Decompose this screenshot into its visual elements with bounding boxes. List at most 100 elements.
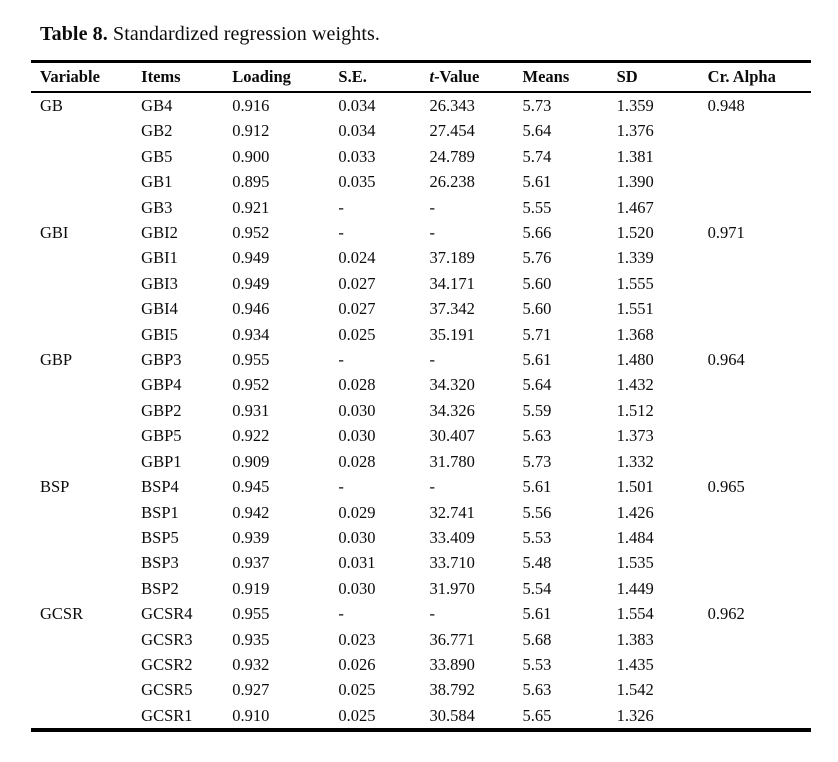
cell-sd: 1.373	[616, 426, 654, 446]
cell-cr_alpha	[699, 576, 811, 601]
cell-variable: GBP	[40, 350, 73, 370]
cell-se: 0.025	[338, 705, 376, 725]
cell-t_value: -	[429, 223, 435, 243]
cell-cr_alpha	[699, 652, 811, 677]
cell-items: GB3	[141, 197, 173, 217]
table-caption-text: Standardized regression weights.	[112, 23, 381, 45]
cell-means: 5.63	[522, 680, 552, 700]
cell-items: BSP3	[141, 553, 179, 573]
table-head: Variable Items Loading S.E. t-Value Means SD Cr…	[31, 62, 811, 92]
cell-items: GBI5	[141, 324, 178, 344]
table-row: GBI3 0.949 0.027 34.171 5.60 1.555	[31, 271, 811, 296]
cell-sd: 1.432	[616, 375, 654, 395]
table-row: GCSR GCSR4 0.955 - - 5.61 1.554 0.962	[31, 601, 811, 626]
cell-se: 0.028	[338, 451, 376, 471]
table-row: BSP BSP4 0.945 - - 5.61 1.501 0.965	[31, 474, 811, 499]
column-header-items: Items	[141, 67, 181, 86]
cell-cr_alpha: 0.964	[707, 350, 745, 370]
cell-t_value: 34.320	[429, 375, 475, 395]
table-row: GBP1 0.909 0.028 31.780 5.73 1.332	[31, 449, 811, 474]
cell-se: 0.030	[338, 527, 376, 547]
cell-variable	[31, 525, 132, 550]
cell-cr_alpha	[699, 271, 811, 296]
table-body: GB GB4 0.916 0.034 26.343 5.73 1.359 0.948 GB2 0.…	[31, 92, 811, 730]
cell-sd: 1.326	[616, 705, 654, 725]
cell-sd: 1.368	[616, 324, 654, 344]
cell-items: GB2	[141, 121, 173, 141]
cell-loading: 0.909	[232, 451, 270, 471]
table-caption: Table 8. Standardized regression weights…	[40, 21, 811, 47]
table-row: GBI1 0.949 0.024 37.189 5.76 1.339	[31, 245, 811, 270]
cell-loading: 0.949	[232, 273, 270, 293]
cell-cr_alpha: 0.962	[707, 604, 745, 624]
table-row: GB2 0.912 0.034 27.454 5.64 1.376	[31, 118, 811, 143]
cell-cr_alpha	[699, 169, 811, 194]
cell-means: 5.66	[522, 223, 552, 243]
cell-loading: 0.916	[232, 96, 270, 115]
cell-variable	[31, 576, 132, 601]
table-row: GBI4 0.946 0.027 37.342 5.60 1.551	[31, 296, 811, 321]
cell-t_value: 26.343	[429, 96, 475, 115]
cell-cr_alpha	[699, 423, 811, 448]
cell-items: GBP5	[141, 426, 182, 446]
cell-cr_alpha	[699, 296, 811, 321]
cell-variable	[31, 500, 132, 525]
cell-loading: 0.937	[232, 553, 270, 573]
table-row: GB1 0.895 0.035 26.238 5.61 1.390	[31, 169, 811, 194]
cell-variable: GCSR	[40, 604, 84, 624]
cell-se: 0.026	[338, 654, 376, 674]
table-row: GBP5 0.922 0.030 30.407 5.63 1.373	[31, 423, 811, 448]
cell-variable	[31, 677, 132, 702]
cell-se: -	[338, 477, 344, 497]
cell-means: 5.64	[522, 121, 552, 141]
cell-means: 5.64	[522, 375, 552, 395]
cell-items: GCSR1	[141, 705, 193, 725]
cell-t_value: 36.771	[429, 629, 475, 649]
cell-t_value: 35.191	[429, 324, 475, 344]
cell-variable	[31, 627, 132, 652]
cell-means: 5.71	[522, 324, 552, 344]
cell-items: BSP2	[141, 578, 179, 598]
table-row: GCSR1 0.910 0.025 30.584 5.65 1.326	[31, 703, 811, 730]
cell-items: GB4	[141, 96, 173, 115]
cell-sd: 1.467	[616, 197, 654, 217]
cell-cr_alpha	[699, 550, 811, 575]
cell-se: -	[338, 223, 344, 243]
cell-t_value: 33.890	[429, 654, 475, 674]
cell-cr_alpha: 0.971	[707, 223, 745, 243]
cell-means: 5.60	[522, 273, 552, 293]
column-header-t_value: t-Value	[429, 67, 480, 86]
cell-t_value: -	[429, 197, 435, 217]
cell-sd: 1.426	[616, 502, 654, 522]
cell-loading: 0.910	[232, 705, 270, 725]
cell-loading: 0.952	[232, 375, 270, 395]
table-row: BSP5 0.939 0.030 33.409 5.53 1.484	[31, 525, 811, 550]
table-row: GBP2 0.931 0.030 34.326 5.59 1.512	[31, 398, 811, 423]
table-row: GB5 0.900 0.033 24.789 5.74 1.381	[31, 144, 811, 169]
cell-variable	[31, 245, 132, 270]
cell-t_value: 30.407	[429, 426, 475, 446]
cell-loading: 0.949	[232, 248, 270, 268]
table-caption-label: Table 8.	[40, 23, 108, 45]
cell-se: -	[338, 604, 344, 624]
cell-t_value: 27.454	[429, 121, 475, 141]
cell-means: 5.53	[522, 654, 552, 674]
table-row: GBP4 0.952 0.028 34.320 5.64 1.432	[31, 372, 811, 397]
column-header-loading: Loading	[232, 67, 291, 86]
cell-t_value: 38.792	[429, 680, 475, 700]
table-row: GB3 0.921 - - 5.55 1.467	[31, 195, 811, 220]
table-row: GB GB4 0.916 0.034 26.343 5.73 1.359 0.948	[31, 92, 811, 118]
cell-means: 5.61	[522, 477, 552, 497]
table-row: BSP2 0.919 0.030 31.970 5.54 1.449	[31, 576, 811, 601]
cell-cr_alpha	[699, 322, 811, 347]
cell-variable	[31, 296, 132, 321]
cell-sd: 1.535	[616, 553, 654, 573]
table-row: GCSR3 0.935 0.023 36.771 5.68 1.383	[31, 627, 811, 652]
cell-se: 0.027	[338, 299, 376, 319]
cell-se: 0.033	[338, 146, 376, 166]
cell-means: 5.74	[522, 146, 552, 166]
cell-loading: 0.955	[232, 604, 270, 624]
column-header-means: Means	[522, 67, 570, 86]
cell-loading: 0.955	[232, 350, 270, 370]
